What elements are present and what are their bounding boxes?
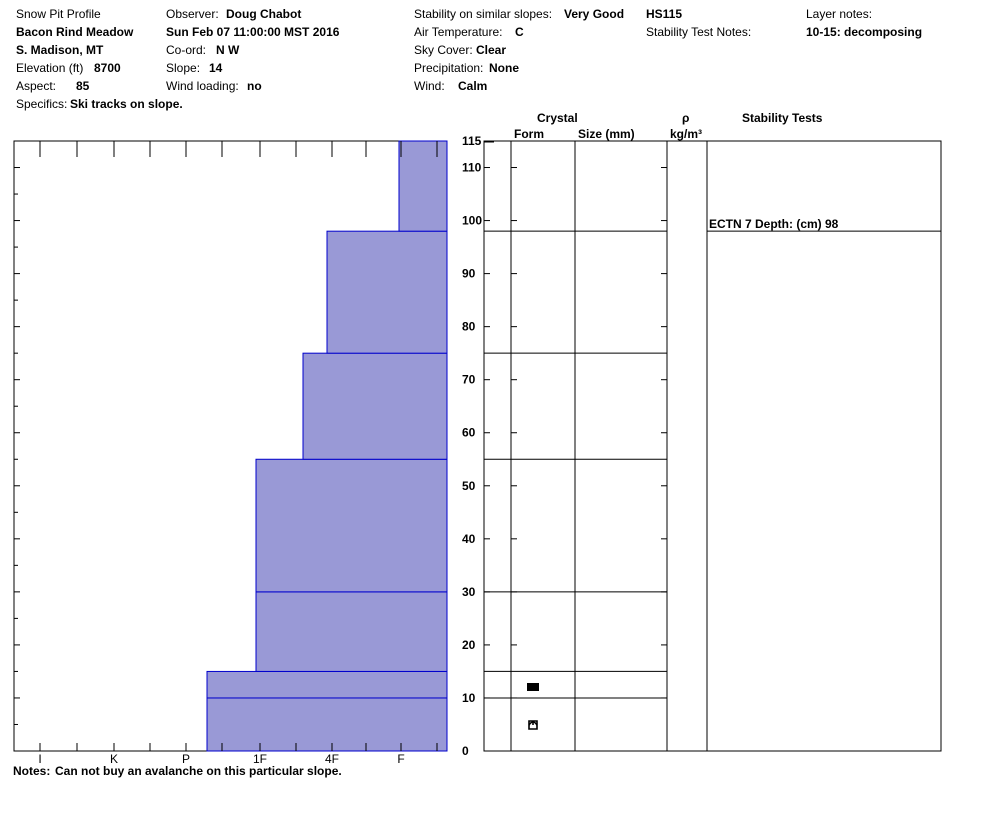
wind-loading-label: Wind loading:	[166, 79, 239, 93]
wind-value: Calm	[458, 79, 488, 93]
stability-test-notes-label: Stability Test Notes:	[646, 25, 752, 39]
hardness-label-4F: 4F	[325, 752, 339, 766]
slope-value: 14	[209, 61, 223, 75]
hardness-label-P: P	[182, 752, 190, 766]
hardness-label-K: K	[110, 752, 118, 766]
hardness-scale-labels: I K P 1F 4F F	[38, 752, 404, 766]
stability-test-entry: ECTN 7 Depth: (cm) 98	[709, 217, 839, 231]
depth-tick-label-110: 110	[462, 161, 482, 175]
depth-axis: 0 10 20 30 40 50 60 70 80 90 100 110 115	[462, 134, 482, 758]
wind-label: Wind:	[414, 79, 445, 93]
notes-value: Can not buy an avalanche on this particu…	[55, 764, 342, 778]
depth-tick-label-30: 30	[462, 585, 476, 599]
density-column-frame	[666, 140, 708, 752]
layer-bar-5	[326, 230, 448, 354]
slope-label: Slope:	[166, 61, 201, 75]
observer-value: Doug Chabot	[226, 7, 302, 21]
hardness-label-I: I	[38, 752, 41, 766]
facet-square-icon	[527, 683, 539, 691]
notes-label: Notes:	[13, 764, 51, 778]
precipitation-label: Precipitation:	[414, 61, 484, 75]
stability-label: Stability on similar slopes:	[414, 7, 553, 21]
observer-label: Observer:	[166, 7, 219, 21]
depth-tick-label-40: 40	[462, 532, 476, 546]
observation-datetime: Sun Feb 07 11:00:00 MST 2016	[166, 25, 340, 39]
depth-tick-label-70: 70	[462, 373, 476, 387]
region-name: S. Madison, MT	[16, 43, 104, 57]
hardness-profile-plot: I K P 1F 4F F	[13, 140, 448, 766]
layer-bar-1	[206, 670, 448, 699]
form-header: Form	[514, 127, 544, 141]
aspect-value: 85	[76, 79, 90, 93]
aspect-label: Aspect:	[16, 79, 57, 93]
depth-tick-label-0: 0	[462, 744, 469, 758]
density-unit: kg/m³	[670, 127, 703, 141]
table-layer-boundaries	[484, 230, 667, 699]
sky-cover-label: Sky Cover:	[414, 43, 473, 57]
air-temp-label: Air Temperature:	[414, 25, 503, 39]
elevation-value: 8700	[94, 61, 121, 75]
specifics-value: Ski tracks on slope.	[70, 97, 183, 111]
layer-notes-label: Layer notes:	[806, 7, 873, 21]
depth-tick-label-50: 50	[462, 479, 476, 493]
elevation-label: Elevation (ft)	[16, 61, 84, 75]
layer-bar-3	[255, 458, 448, 593]
layer-bar-0	[206, 697, 448, 752]
crystal-header: Crystal	[537, 111, 578, 125]
hardness-label-1F: 1F	[253, 752, 267, 766]
precipitation-value: None	[489, 61, 519, 75]
layer-bar-2	[255, 591, 448, 672]
depth-tick-label-20: 20	[462, 638, 476, 652]
sky-cover-value: Clear	[476, 43, 507, 57]
density-symbol: ρ	[682, 111, 690, 125]
profile-title: Snow Pit Profile	[16, 7, 101, 21]
depth-tick-label-100: 100	[462, 214, 482, 228]
layers-group	[206, 140, 448, 752]
layer-bar-4	[302, 352, 448, 460]
stability-tests-header: Stability Tests	[742, 111, 823, 125]
size-header: Size (mm)	[578, 127, 635, 141]
hs-value: HS115	[646, 7, 683, 21]
stability-tests-frame	[706, 140, 942, 752]
depth-tick-label-60: 60	[462, 426, 476, 440]
depth-tick-label-115: 115	[462, 134, 482, 148]
coord-label: Co-ord:	[166, 43, 207, 57]
top-axis-ticks	[39, 141, 438, 157]
bottom-axis-ticks	[39, 743, 438, 751]
layer-notes-value: 10-15: decomposing	[806, 25, 923, 39]
depth-tick-label-80: 80	[462, 320, 476, 334]
depth-tick-label-10: 10	[462, 691, 476, 705]
stability-value: Very Good	[564, 7, 625, 21]
hardness-label-F: F	[397, 752, 404, 766]
specifics-label: Specifics:	[16, 97, 68, 111]
location-name: Bacon Rind Meadow	[16, 25, 134, 39]
layer-bar-6	[398, 140, 448, 232]
coord-value: N W	[216, 43, 240, 57]
wind-loading-value: no	[247, 79, 262, 93]
layer-table: ECTN 7 Depth: (cm) 98	[483, 140, 942, 752]
air-temp-value: C	[515, 25, 524, 39]
grain-form-icons	[527, 683, 539, 730]
left-axis-ticks	[14, 167, 20, 725]
depth-hoar-icon	[528, 720, 538, 730]
depth-tick-label-90: 90	[462, 267, 476, 281]
